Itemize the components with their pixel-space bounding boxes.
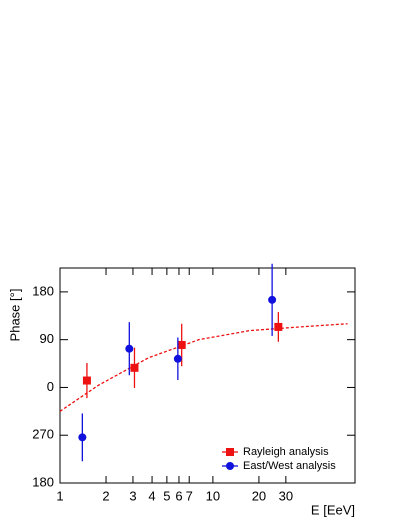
- x-tick-label: 3: [129, 488, 136, 503]
- x-tick-label: 10: [206, 488, 220, 503]
- data-point: [130, 363, 139, 372]
- data-point: [125, 344, 134, 353]
- x-tick-label: 1: [56, 488, 63, 503]
- x-tick-label: 6: [175, 488, 182, 503]
- x-tick-label: 20: [252, 488, 266, 503]
- x-tick-label: 30: [279, 488, 293, 503]
- x-axis-label: E [EeV]: [311, 502, 355, 517]
- y-tick-label: 180: [32, 474, 54, 489]
- y-tick-label: 180: [32, 283, 54, 298]
- x-tick-label: 4: [148, 488, 155, 503]
- fit-curve: [59, 323, 348, 412]
- x-tick-label: 5: [163, 488, 170, 503]
- plot-frame: [59, 267, 356, 484]
- legend-marker: [226, 462, 234, 470]
- data-point: [177, 340, 186, 349]
- data-point: [82, 376, 91, 385]
- y-tick-label: 90: [40, 331, 54, 346]
- legend-marker: [226, 448, 234, 456]
- y-tick-label: 0: [47, 379, 54, 394]
- y-tick-label: 270: [32, 427, 54, 442]
- x-tick-label: 7: [186, 488, 193, 503]
- data-point: [268, 295, 277, 304]
- y-axis-label: Phase [°]: [7, 289, 22, 342]
- data-point: [274, 322, 283, 331]
- data-point: [173, 354, 182, 363]
- data-point: [78, 433, 87, 442]
- legend-label: Rayleigh analysis: [243, 446, 329, 458]
- legend-label: East/West analysis: [243, 460, 336, 472]
- x-tick-label: 2: [102, 488, 109, 503]
